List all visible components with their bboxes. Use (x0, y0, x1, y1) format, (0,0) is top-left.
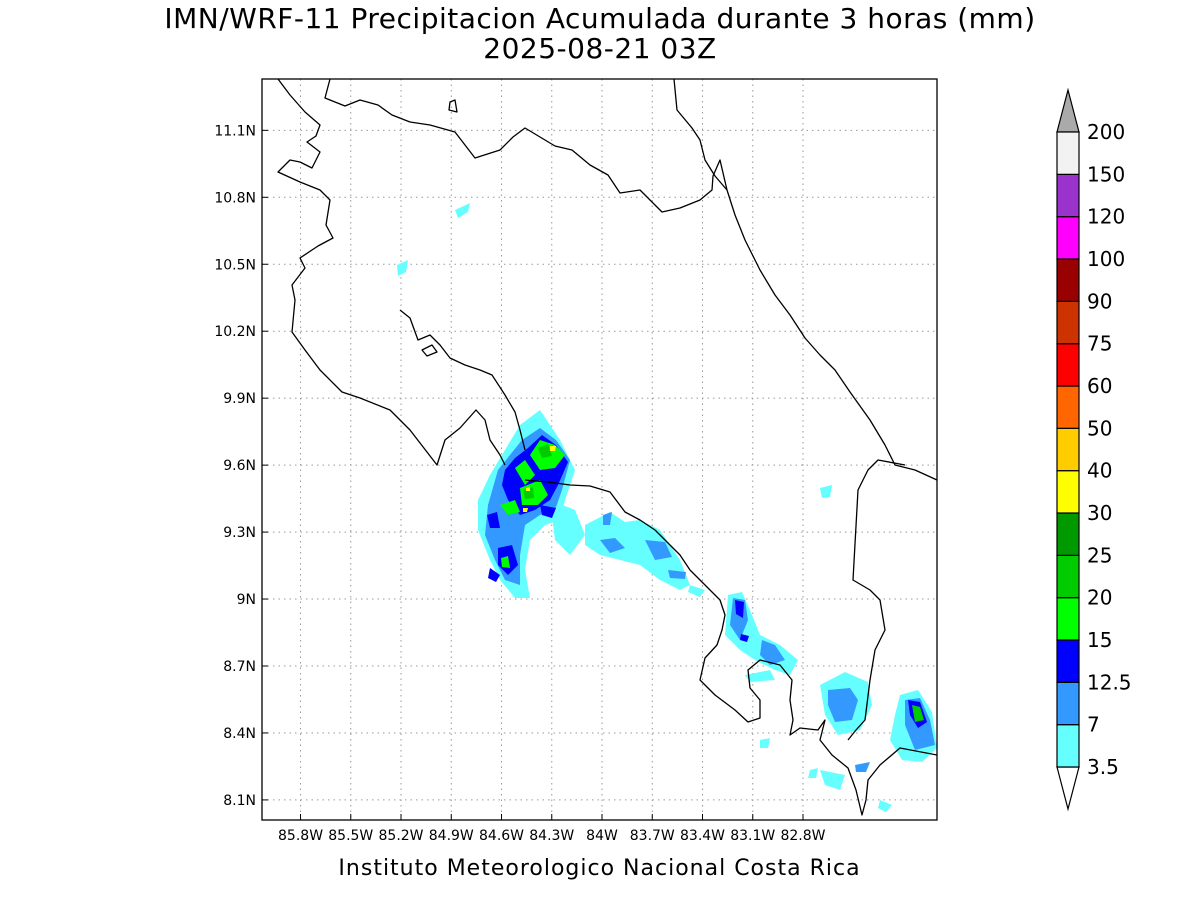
colorbar-swatch (1056, 385, 1080, 429)
colorbar-label: 30 (1087, 501, 1112, 525)
lon-tick-label: 82.8W (780, 828, 825, 844)
lat-tick-label: 9.6N (223, 458, 256, 474)
lon-tick-label: 84.3W (529, 828, 574, 844)
colorbar-swatch (1056, 639, 1080, 683)
colorbar-label: 40 (1087, 459, 1112, 483)
colorbar-swatch (1056, 597, 1080, 641)
colorbar-label: 20 (1087, 586, 1112, 610)
colorbar-label: 200 (1087, 120, 1125, 144)
lat-tick-label: 8.4N (223, 726, 256, 742)
colorbar-label: 12.5 (1087, 670, 1132, 694)
lat-tick-label: 10.2N (214, 324, 256, 340)
nicaragua-caribbean-coast (673, 79, 728, 191)
precip-level-20 (523, 444, 924, 722)
colorbar-swatch (1056, 173, 1080, 218)
credit-text: Instituto Meteorologico Nacional Costa R… (338, 856, 861, 881)
colorbar-swatch (1056, 427, 1080, 472)
colorbar-lower-arrow (1056, 766, 1080, 812)
axis-labels: 85.8W 85.5W 85.2W 84.9W 84.6W 84.3W 84W 83.7W 83… (214, 123, 825, 844)
map-title: IMN/WRF-11 Precipitacion Acumulada duran… (164, 2, 1036, 35)
lon-tick-label: 84.9W (429, 828, 474, 844)
colorbar-label: 25 (1087, 543, 1112, 567)
lake-island (448, 99, 458, 113)
colorbar-swatch (1056, 512, 1080, 556)
lon-tick-label: 85.5W (328, 828, 373, 844)
lon-tick-label: 84.6W (479, 828, 524, 844)
colorbar-label: 90 (1087, 289, 1112, 313)
map-frame (261, 78, 938, 821)
colorbar-label: 100 (1087, 247, 1125, 271)
lat-tick-label: 10.5N (214, 257, 256, 273)
pacific-coast-south (524, 479, 937, 816)
lat-tick-label: 11.1N (214, 123, 256, 139)
gulf-of-nicoya-shore (399, 309, 526, 451)
colorbar-upper-arrow (1056, 87, 1080, 133)
colorbar-label: 150 (1087, 162, 1125, 186)
colorbar-label: 15 (1087, 628, 1112, 652)
precip-level-3-5 (397, 203, 937, 812)
colorbar-label: 7 (1087, 713, 1100, 737)
lat-tick-label: 8.1N (223, 793, 256, 809)
lat-tick-label: 9.3N (223, 525, 256, 541)
lake-nicaragua-shore (324, 79, 728, 213)
colorbar-swatch (1056, 681, 1080, 726)
coastline-borders (277, 79, 937, 816)
lon-tick-label: 85.2W (379, 828, 424, 844)
precip-level-30 (523, 446, 556, 512)
colorbar-swatch (1056, 343, 1080, 387)
precipitation-field (397, 203, 937, 812)
gulf-island (421, 344, 438, 357)
border-costa-rica-panama (847, 459, 906, 741)
colorbar-swatch (1056, 470, 1080, 514)
colorbar-swatch (1056, 300, 1080, 345)
colorbar-label: 75 (1087, 332, 1112, 356)
lon-tick-label: 83.7W (630, 828, 675, 844)
lon-tick-label: 85.8W (278, 828, 323, 844)
map-subtitle: 2025-08-21 03Z (483, 32, 717, 65)
colorbar-label: 50 (1087, 416, 1112, 440)
grid-layer (262, 79, 937, 820)
colorbar-label: 60 (1087, 374, 1112, 398)
lat-tick-label: 10.8N (214, 190, 256, 206)
colorbar-swatch (1056, 724, 1080, 768)
colorbar-label: 120 (1087, 205, 1125, 229)
lat-tick-label: 8.7N (223, 659, 256, 675)
pacific-coast-nicoya (277, 79, 506, 466)
colorbar-swatch (1056, 258, 1080, 302)
colorbar-swatch (1056, 216, 1080, 260)
colorbar-swatch (1056, 554, 1080, 599)
colorbar-label: 3.5 (1087, 755, 1119, 779)
lon-tick-label: 83.4W (680, 828, 725, 844)
colorbar-swatch (1056, 131, 1080, 175)
lat-tick-label: 9N (237, 592, 256, 608)
lon-tick-label: 84W (586, 828, 618, 844)
caribbean-coast-costa-rica (726, 189, 937, 481)
lat-tick-label: 9.9N (223, 391, 256, 407)
lon-tick-label: 83.1W (730, 828, 775, 844)
colorbar: 3.5 7 12.5 15 20 25 30 40 50 60 75 90 100 120 150 200 (1056, 87, 1132, 812)
